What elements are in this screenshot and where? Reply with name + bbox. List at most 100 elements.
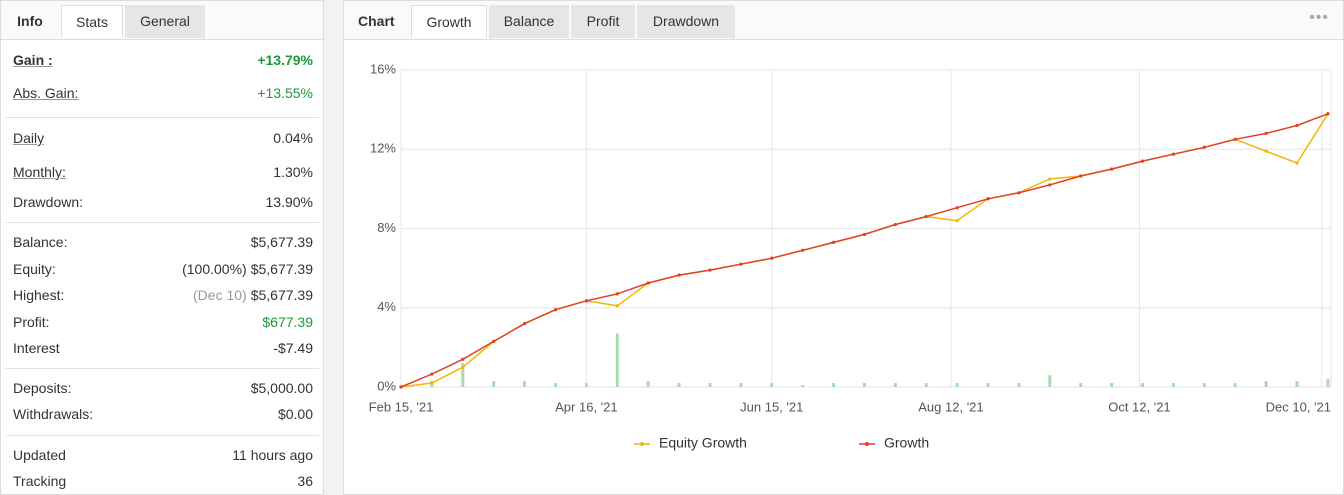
legend-symbol bbox=[640, 442, 644, 446]
bar bbox=[1171, 383, 1175, 387]
bar bbox=[832, 383, 836, 387]
stat-row: Daily 0.04% bbox=[13, 127, 313, 149]
bar bbox=[523, 381, 527, 387]
stat-number: 0.04% bbox=[273, 130, 313, 146]
point bbox=[1264, 131, 1268, 135]
stat-number: +13.55% bbox=[257, 85, 313, 101]
stats-panel: Info Stats General Gain : +13.79% Abs. Gain:… bbox=[0, 0, 324, 495]
point bbox=[492, 339, 496, 344]
stat-value: $5,677.39 bbox=[251, 231, 313, 253]
tab[interactable]: Stats bbox=[61, 5, 123, 38]
bar bbox=[492, 381, 496, 387]
stat-row: Deposits: $5,000.00 bbox=[13, 377, 313, 399]
more-menu[interactable]: ••• bbox=[1309, 9, 1329, 26]
growth-chart: 0% 4% 8% 12% 16% Feb 15, '21 Apr 16, '21 Jun 15… bbox=[369, 61, 1332, 451]
separator bbox=[5, 222, 319, 223]
bar bbox=[1233, 383, 1237, 387]
y-tick-label: 12% bbox=[370, 141, 396, 156]
stat-label: Tracking bbox=[13, 473, 67, 489]
tab[interactable]: Info bbox=[1, 5, 59, 38]
x-tick-label: Apr 16, '21 bbox=[555, 399, 617, 414]
stat-label: Highest: bbox=[13, 287, 65, 303]
stat-label: Withdrawals: bbox=[13, 406, 94, 422]
stat-label: Interest bbox=[13, 340, 60, 356]
stat-label: Updated bbox=[13, 447, 66, 463]
stat-row: Equity: (100.00%) $5,677.39 bbox=[13, 258, 313, 280]
stat-value: 0.04% bbox=[273, 127, 313, 149]
y-tick-label: 16% bbox=[370, 61, 396, 76]
stat-number: 1.30% bbox=[273, 164, 313, 180]
bar bbox=[770, 383, 774, 387]
point bbox=[893, 222, 897, 227]
stat-row: Drawdown: 13.90% bbox=[13, 191, 313, 213]
bar bbox=[584, 383, 588, 387]
point bbox=[955, 218, 959, 223]
stat-number: 36 bbox=[297, 473, 313, 489]
stat-value: -$7.49 bbox=[273, 337, 313, 359]
stat-label: Monthly: bbox=[13, 164, 66, 180]
stat-row: Interest -$7.49 bbox=[13, 337, 313, 359]
bar bbox=[924, 383, 928, 387]
point bbox=[430, 372, 434, 376]
point bbox=[1079, 174, 1083, 178]
bar bbox=[1048, 375, 1052, 387]
stat-number: +13.79% bbox=[257, 52, 313, 68]
point bbox=[1233, 137, 1237, 141]
x-tick-label: Dec 10, '21 bbox=[1266, 399, 1331, 414]
stat-value: (100.00%) $5,677.39 bbox=[182, 258, 313, 280]
stat-row: Withdrawals: $0.00 bbox=[13, 403, 313, 425]
tab[interactable]: Profit bbox=[571, 5, 635, 38]
tab[interactable]: General bbox=[125, 5, 205, 38]
stat-value: $5,000.00 bbox=[251, 377, 313, 399]
stat-value: 11 hours ago bbox=[232, 444, 313, 466]
x-tick-label: Aug 12, '21 bbox=[918, 399, 983, 414]
point bbox=[1295, 123, 1299, 128]
stats-tabs: Info Stats General bbox=[1, 1, 323, 40]
point bbox=[461, 357, 465, 361]
chart-tabs: Chart ••• Growth Balance Profit Drawdown bbox=[344, 1, 1343, 40]
x-tick-label: Oct 12, '21 bbox=[1108, 399, 1170, 414]
point bbox=[986, 197, 990, 201]
bar bbox=[739, 383, 743, 387]
point bbox=[924, 215, 928, 219]
bar bbox=[1017, 383, 1021, 387]
legend-symbol bbox=[865, 442, 869, 446]
tab[interactable]: Balance bbox=[489, 5, 569, 38]
y-tick-label: 0% bbox=[377, 378, 396, 393]
stat-number: $5,677.39 bbox=[250, 234, 313, 250]
stat-label: Drawdown: bbox=[13, 194, 84, 210]
bar bbox=[708, 383, 712, 387]
point bbox=[831, 240, 836, 244]
bar bbox=[1110, 383, 1114, 387]
tab[interactable]: Growth bbox=[411, 5, 487, 38]
point bbox=[430, 381, 434, 385]
series-line bbox=[400, 113, 1329, 388]
stat-number: 13.90% bbox=[265, 194, 313, 210]
point bbox=[522, 322, 527, 326]
bar bbox=[461, 363, 465, 387]
series-line bbox=[400, 113, 1329, 388]
point bbox=[1171, 152, 1176, 156]
stat-value: (Dec 10) $5,677.39 bbox=[193, 284, 313, 306]
stat-number: $5,677.39 bbox=[250, 287, 313, 303]
tab[interactable]: Drawdown bbox=[637, 5, 735, 38]
chart-panel-title: Chart bbox=[358, 13, 395, 29]
bar bbox=[1295, 381, 1299, 387]
point bbox=[553, 308, 558, 312]
point bbox=[1295, 161, 1299, 165]
stat-number: 11 hours ago bbox=[232, 447, 313, 463]
stat-number: $5,677.39 bbox=[250, 261, 313, 277]
bar bbox=[1326, 379, 1330, 387]
bar bbox=[553, 383, 557, 387]
stat-row: Highest: (Dec 10) $5,677.39 bbox=[13, 284, 313, 306]
stat-label: Balance: bbox=[13, 234, 68, 250]
point bbox=[461, 365, 465, 369]
x-tick-label: Feb 15, '21 bbox=[369, 399, 434, 414]
y-tick-label: 8% bbox=[377, 220, 396, 235]
stat-label: Deposits: bbox=[13, 380, 72, 396]
bar bbox=[893, 383, 897, 387]
bar bbox=[677, 383, 681, 387]
separator bbox=[5, 435, 319, 436]
point bbox=[1264, 149, 1268, 153]
stat-row: Gain : +13.79% bbox=[13, 49, 313, 71]
